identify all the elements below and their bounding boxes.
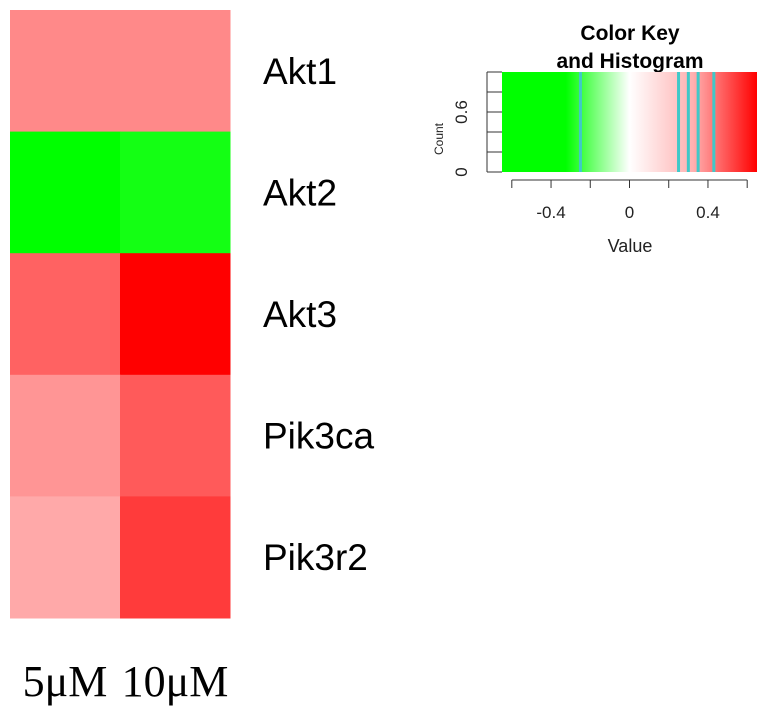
column-label-2: 10μM xyxy=(122,657,229,706)
heatmap-cell-akt2-2 xyxy=(120,131,231,254)
heatmap-cell-akt3-2 xyxy=(120,253,231,376)
color-key-histogram xyxy=(578,72,716,172)
color-key-y-axis: 00.6 xyxy=(452,71,502,177)
row-label-akt3: Akt3 xyxy=(263,294,337,335)
heatmap-cell-akt1-2 xyxy=(120,10,231,133)
color-key-ylabel: Count xyxy=(432,122,446,155)
heatmap-cell-pik3r2-1 xyxy=(10,496,121,619)
row-label-akt1: Akt1 xyxy=(263,51,337,92)
color-key-x-tick-label: 0 xyxy=(625,203,634,222)
color-key-x-tick-label: -0.4 xyxy=(536,203,565,222)
row-labels: Akt1 Akt2 Akt3 Pik3ca Pik3r2 xyxy=(263,51,374,578)
color-key-title-line1: Color Key xyxy=(580,22,680,45)
row-label-pik3ca: Pik3ca xyxy=(263,416,374,457)
heatmap-cell-pik3ca-2 xyxy=(120,374,231,497)
color-key: Color Key and Histogram 00.6 -0.4 0 0.4 Co… xyxy=(432,22,757,256)
color-key-x-tick-label: 0.4 xyxy=(696,203,720,222)
color-key-x-axis: -0.4 0 0.4 xyxy=(511,179,748,222)
color-key-gradient xyxy=(502,72,757,172)
heatmap-cell-pik3ca-1 xyxy=(10,374,121,497)
heatmap-cell-akt2-1 xyxy=(10,131,121,254)
row-label-pik3r2: Pik3r2 xyxy=(263,537,368,578)
color-key-xlabel: Value xyxy=(608,236,653,256)
color-key-y-tick-label: 0 xyxy=(452,167,471,176)
heatmap-cell-akt3-1 xyxy=(10,253,121,376)
row-label-akt2: Akt2 xyxy=(263,172,337,213)
column-label-1: 5μM xyxy=(23,657,108,706)
heatmap-cells xyxy=(10,10,231,619)
column-labels: 5μM 10μM xyxy=(23,657,229,706)
heatmap-cell-akt1-1 xyxy=(10,10,121,133)
color-key-title-line2: and Histogram xyxy=(556,50,703,73)
color-key-y-tick-label: 0.6 xyxy=(452,100,471,124)
heatmap-cell-pik3r2-2 xyxy=(120,496,231,619)
